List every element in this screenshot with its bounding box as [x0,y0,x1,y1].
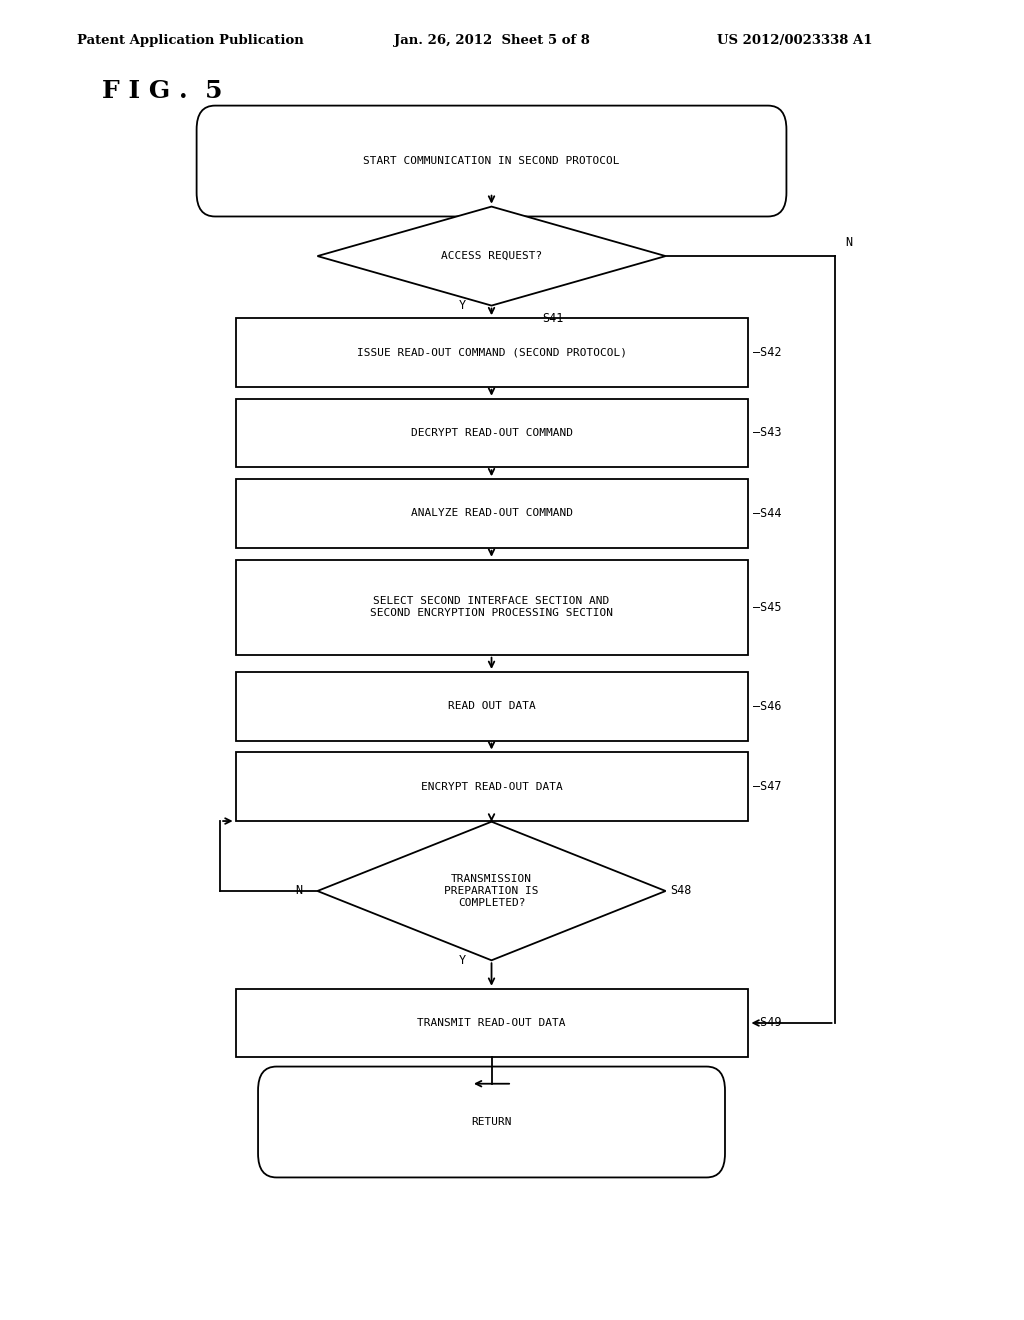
Text: RETURN: RETURN [471,1117,512,1127]
Text: Patent Application Publication: Patent Application Publication [77,34,303,48]
Text: ISSUE READ-OUT COMMAND (SECOND PROTOCOL): ISSUE READ-OUT COMMAND (SECOND PROTOCOL) [356,347,627,358]
Text: TRANSMISSION
PREPARATION IS
COMPLETED?: TRANSMISSION PREPARATION IS COMPLETED? [444,874,539,908]
Text: N: N [295,884,302,898]
Bar [236,479,748,548]
FancyBboxPatch shape [197,106,786,216]
Text: READ OUT DATA: READ OUT DATA [447,701,536,711]
Text: Jan. 26, 2012  Sheet 5 of 8: Jan. 26, 2012 Sheet 5 of 8 [394,34,590,48]
Bar [236,318,748,387]
Text: —S45: —S45 [753,601,781,614]
Bar [236,989,748,1057]
Text: TRANSMIT READ-OUT DATA: TRANSMIT READ-OUT DATA [417,1018,566,1028]
Polygon shape [317,206,666,305]
Text: ACCESS REQUEST?: ACCESS REQUEST? [441,251,542,261]
FancyBboxPatch shape [258,1067,725,1177]
Text: F I G .  5: F I G . 5 [102,79,223,103]
Bar [236,560,748,655]
Text: ANALYZE READ-OUT COMMAND: ANALYZE READ-OUT COMMAND [411,508,572,519]
Text: —S49: —S49 [753,1016,781,1030]
Bar [236,752,748,821]
Text: Y: Y [459,298,466,312]
Text: ENCRYPT READ-OUT DATA: ENCRYPT READ-OUT DATA [421,781,562,792]
Text: N: N [845,236,852,249]
Text: START COMMUNICATION IN SECOND PROTOCOL: START COMMUNICATION IN SECOND PROTOCOL [364,156,620,166]
Text: S48: S48 [671,884,692,898]
Text: —S43: —S43 [753,426,781,440]
Text: —S46: —S46 [753,700,781,713]
Text: —S42: —S42 [753,346,781,359]
Text: SELECT SECOND INTERFACE SECTION AND
SECOND ENCRYPTION PROCESSING SECTION: SELECT SECOND INTERFACE SECTION AND SECO… [370,597,613,618]
Text: US 2012/0023338 A1: US 2012/0023338 A1 [717,34,872,48]
Polygon shape [317,821,666,961]
Bar [236,672,748,741]
Text: —S44: —S44 [753,507,781,520]
Text: Y: Y [459,953,466,966]
Text: DECRYPT READ-OUT COMMAND: DECRYPT READ-OUT COMMAND [411,428,572,438]
Bar [236,399,748,467]
Text: S41: S41 [543,312,564,325]
Text: —S47: —S47 [753,780,781,793]
